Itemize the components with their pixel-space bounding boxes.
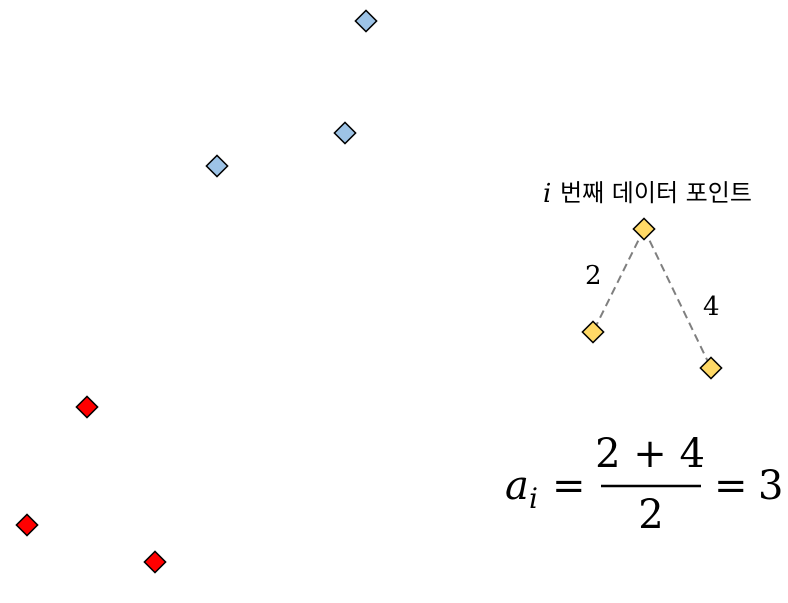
distance-label-right: 4 [703, 292, 720, 322]
yellow-point [699, 356, 723, 380]
distance-label-left: 2 [585, 261, 602, 291]
distance-line-right [643, 228, 712, 369]
blue-point [354, 9, 378, 33]
formula-numerator: 2 + 4 [595, 431, 705, 477]
caption-i-symbol: i [543, 179, 551, 209]
red-cluster [15, 395, 167, 574]
formula-a: a [505, 463, 529, 509]
yellow-cluster [581, 217, 723, 380]
silhouette-formula: a i = 2 + 4 2 = 3 [505, 431, 783, 538]
blue-cluster [205, 9, 378, 178]
red-point [75, 395, 99, 419]
formula-denominator: 2 [638, 492, 663, 538]
caption-text: 번째 데이터 포인트 [560, 179, 752, 207]
formula-equals-1: = [552, 463, 586, 509]
blue-point [205, 154, 229, 178]
blue-point [333, 121, 357, 145]
red-point [143, 550, 167, 574]
formula-subscript-i: i [529, 482, 538, 515]
ith-data-point [632, 217, 656, 241]
yellow-point [581, 320, 605, 344]
red-point [15, 513, 39, 537]
formula-equals-2: = [714, 463, 748, 509]
distance-line-left [592, 228, 645, 333]
formula-result: 3 [758, 463, 783, 509]
